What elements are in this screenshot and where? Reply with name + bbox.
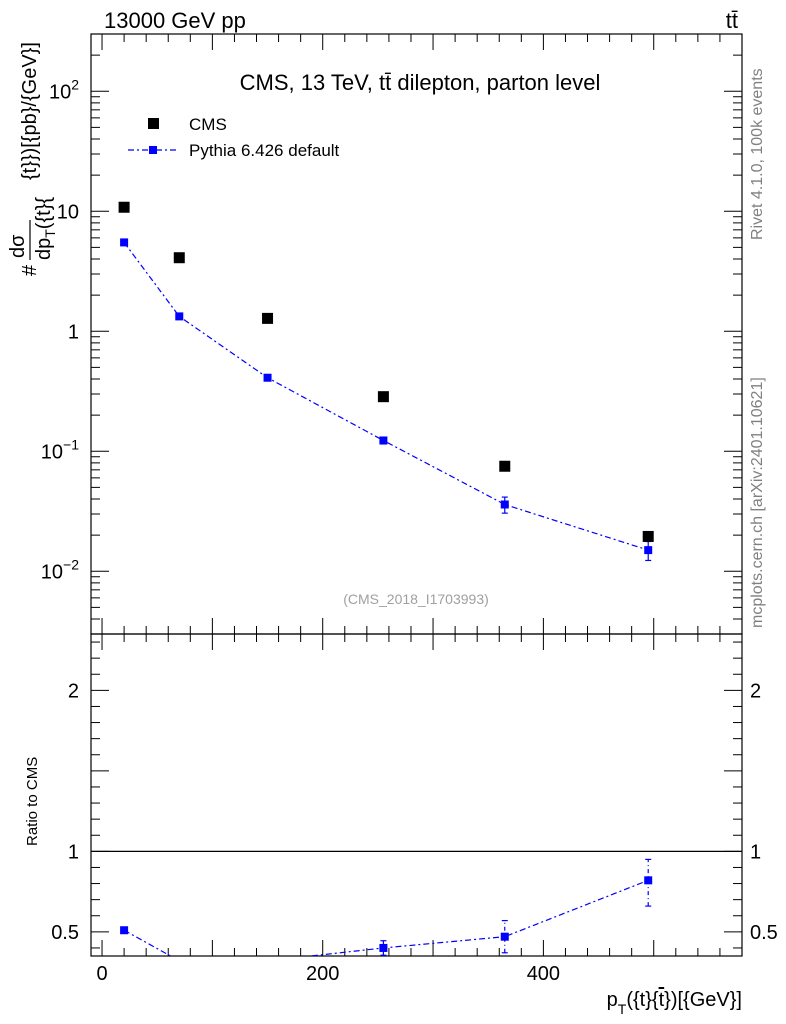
ratio-y-axis-label: Ratio to CMS <box>24 757 41 846</box>
svg-text:dσ: dσ <box>7 234 29 258</box>
main-data-marker <box>377 391 389 403</box>
ratio-mc-marker <box>500 932 509 941</box>
y-label-denominator-sub: T <box>42 229 58 238</box>
main-mc-marker <box>379 436 388 445</box>
y-label-numerator: dσ <box>7 234 29 258</box>
svg-text:dpT({t}{: dpT({t}{ <box>33 197 58 260</box>
x-label-tail1: ({t}{ <box>626 989 659 1011</box>
y-label-hash: # <box>19 264 41 276</box>
ratio-panel: 0.5 0.5 1 1 2 2 0 200 400 Ratio to CMS pT({t}{t… <box>24 633 778 1017</box>
ratio-y-tick-label-right: 2 <box>750 680 761 702</box>
header-process-label: tt̄ <box>726 8 738 33</box>
main-data-marker <box>118 201 130 213</box>
main-y-tick-label: 10−2 <box>41 556 79 583</box>
x-label-main: p <box>607 989 618 1011</box>
main-y-ticks <box>91 33 742 635</box>
legend-label-cms: CMS <box>189 115 227 134</box>
ratio-y-tick-labels: 0.5 0.5 1 1 2 2 <box>51 680 778 944</box>
legend: CMS Pythia 6.426 default <box>128 115 340 160</box>
ratio-mc-marker <box>644 876 653 885</box>
ratio-y-tick-label-right: 1 <box>750 841 761 863</box>
ratio-plot-frame <box>90 633 743 957</box>
analysis-watermark: (CMS_2018_I1703993) <box>343 591 489 607</box>
x-tick-label: 400 <box>527 963 560 985</box>
ratio-mc-marker <box>379 943 388 952</box>
main-y-axis-label: # dσ dpT({t}{ {t}})[{pb}/{GeV}] <box>7 42 58 276</box>
mcplots-label: mcplots.cern.ch [arXiv:2401.10621] <box>749 377 766 628</box>
y-label-denominator: dp <box>33 238 55 260</box>
main-plot-title: CMS, 13 TeV, tt̄ dilepton, parton level <box>240 70 601 95</box>
rivet-version-label: Rivet 4.1.0, 100k events <box>749 68 766 240</box>
ratio-mc-marker <box>120 926 129 935</box>
x-label-sub: T <box>618 1001 627 1017</box>
main-y-tick-label: 102 <box>49 76 79 103</box>
svg-text:pT({t}{t})[{GeV}]: pT({t}{t})[{GeV}] <box>607 989 742 1017</box>
main-data-marker <box>173 252 185 264</box>
x-tick-label: 200 <box>306 963 339 985</box>
main-mc-marker <box>644 546 653 555</box>
main-data-series <box>118 201 654 542</box>
ratio-mc-line <box>123 879 649 956</box>
legend-label-pythia: Pythia 6.426 default <box>189 141 340 160</box>
main-y-tick-label: 1 <box>68 321 79 343</box>
x-axis-label: pT({t}{t})[{GeV}] <box>607 989 742 1017</box>
main-mc-marker <box>500 500 509 509</box>
ratio-mc-marker <box>264 957 272 965</box>
x-label-overline: t <box>659 989 665 1011</box>
ratio-mc-series <box>120 858 653 965</box>
ratio-y-tick-label: 1 <box>68 841 79 863</box>
ratio-y-tick-label-right: 0.5 <box>750 922 778 944</box>
main-mc-marker <box>263 373 272 382</box>
legend-marker-pythia <box>149 146 157 154</box>
main-mc-line <box>123 242 649 551</box>
main-data-marker <box>642 530 654 542</box>
main-y-tick-label: 10 <box>57 201 79 223</box>
main-data-marker <box>499 460 511 472</box>
x-tick-label: 0 <box>96 963 107 985</box>
main-mc-marker <box>120 238 129 247</box>
main-y-tick-labels: 102 10 1 10−1 10−2 <box>41 76 79 583</box>
y-label-denominator-tail: ({t}{ <box>33 197 55 230</box>
main-panel: 102 10 1 10−1 10−2 CMS, 13 TeV, tt̄ dilepton… <box>7 33 743 635</box>
x-ticks <box>101 634 721 956</box>
main-data-marker <box>262 312 274 324</box>
x-tick-labels: 0 200 400 <box>96 963 560 985</box>
x-label-tail2: })[{GeV}] <box>664 989 742 1011</box>
ratio-mc-marker <box>175 957 183 965</box>
legend-marker-cms <box>148 118 159 129</box>
ratio-y-tick-label: 0.5 <box>51 922 79 944</box>
ratio-mc-clipped <box>120 858 653 965</box>
main-mc-marker <box>175 312 184 321</box>
ratio-y-tick-label: 2 <box>68 680 79 702</box>
y-label-unit: {t}})[{pb}/{GeV}] <box>19 42 41 180</box>
ratio-y-ticks <box>91 641 742 949</box>
header-energy-label: 13000 GeV pp <box>104 8 246 33</box>
svg-text:#: # <box>19 264 41 276</box>
svg-text:{t}})[{pb}/{GeV}]: {t}})[{pb}/{GeV}] <box>19 42 41 180</box>
main-y-tick-label: 10−1 <box>41 436 79 463</box>
